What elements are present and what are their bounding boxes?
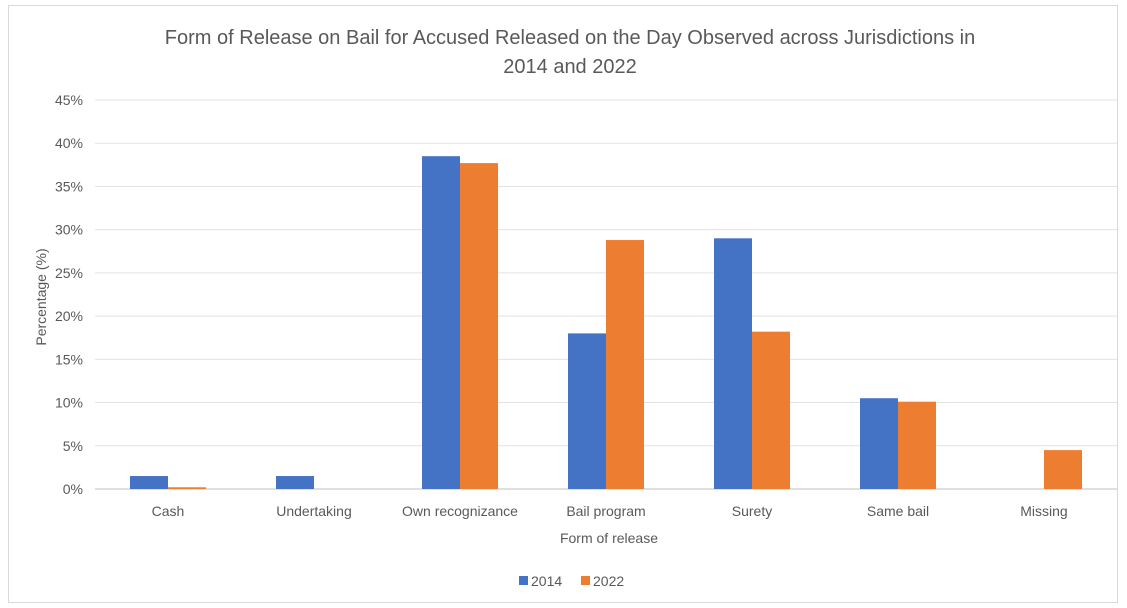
bar-2014-undertaking [276,476,314,489]
chart-frame [8,5,1118,603]
legend-label-2014: 2014 [531,573,562,589]
bar-2014-own-recognizance [422,156,460,489]
y-tick-label: 40% [55,135,83,151]
bar-2022-missing [1044,450,1082,489]
bar-2022-bail-program [606,240,644,489]
y-tick-label: 35% [55,178,83,194]
y-tick-label: 15% [55,351,83,367]
y-tick-label: 5% [63,438,83,454]
x-tick-label: Missing [1020,503,1067,519]
x-tick-label: Undertaking [276,503,352,519]
bars [130,156,1082,490]
y-tick-label: 30% [55,222,83,238]
bar-2014-surety [714,238,752,489]
chart-title-line-1: Form of Release on Bail for Accused Rele… [165,27,975,49]
y-tick-label: 45% [55,92,83,108]
y-tick-label: 25% [55,265,83,281]
bar-2014-cash [130,476,168,489]
x-tick-label: Surety [732,503,772,519]
x-tick-label: Same bail [867,503,929,519]
x-axis-title: Form of release [560,530,658,546]
x-tick-label: Cash [152,503,185,519]
bar-2022-same-bail [898,401,936,489]
legend-label-2022: 2022 [593,573,624,589]
legend-swatch-2014 [519,576,528,585]
bar-2014-same-bail [860,398,898,489]
bar-2022-own-recognizance [460,163,498,490]
y-tick-label: 20% [55,308,83,324]
bar-2014-bail-program [568,333,606,489]
y-tick-label: 10% [55,395,83,411]
legend: 2014 2022 [519,573,624,589]
y-axis-title: Percentage (%) [33,248,49,345]
x-tick-label: Bail program [566,503,645,519]
bar-2022-surety [752,331,790,489]
gridlines [95,99,1117,490]
y-tick-labels: 0% 5% 10% 15% 20% 25% 30% 35% 40% 45% [55,92,83,497]
bar-2022-cash [168,487,206,489]
x-tick-labels: Cash Undertaking Own recognizance Bail prog… [152,503,1068,519]
y-tick-label: 0% [63,481,83,497]
legend-swatch-2022 [581,576,590,585]
x-tick-label: Own recognizance [402,503,518,519]
chart-title-line-2: 2014 and 2022 [503,56,636,78]
